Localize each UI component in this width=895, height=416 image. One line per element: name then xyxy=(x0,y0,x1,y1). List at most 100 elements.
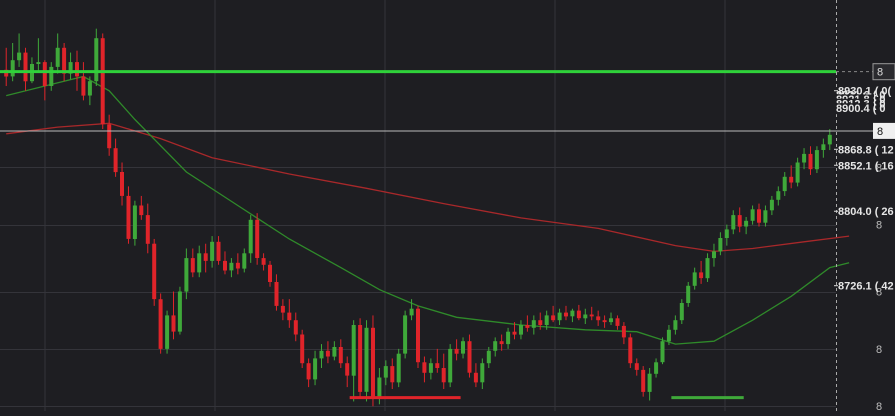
candle-body xyxy=(100,38,105,125)
candle-body xyxy=(94,38,99,82)
candle-body xyxy=(512,331,517,335)
price-label: 8930.1 ( 0( xyxy=(838,86,892,98)
candle-body xyxy=(686,285,691,303)
candle xyxy=(673,315,678,335)
candle-body xyxy=(480,363,485,383)
candle-body xyxy=(499,341,504,345)
candle xyxy=(737,207,742,233)
candle xyxy=(203,243,208,273)
candle xyxy=(107,114,112,156)
candle xyxy=(94,28,99,87)
candle xyxy=(428,358,433,380)
candle xyxy=(132,200,137,246)
candle xyxy=(538,312,543,330)
candle xyxy=(17,33,22,67)
candle-body xyxy=(564,312,568,317)
candle xyxy=(486,346,491,368)
candle-body xyxy=(654,362,659,374)
candle-body xyxy=(769,199,774,211)
candle xyxy=(313,350,318,386)
candle-body xyxy=(184,258,189,292)
candle-body xyxy=(396,353,401,383)
candle xyxy=(435,348,440,373)
candle-body xyxy=(280,305,285,313)
candle xyxy=(306,358,311,388)
price-label: 8726.1 ( 42 xyxy=(838,281,894,293)
candle-body xyxy=(287,312,292,321)
axis-tick-label: 8 xyxy=(876,287,882,299)
candle xyxy=(512,322,517,340)
candle xyxy=(795,157,800,187)
candle xyxy=(338,339,343,368)
candle xyxy=(177,286,182,335)
candle xyxy=(171,291,176,340)
candle-body xyxy=(62,47,67,74)
candle-body xyxy=(467,341,472,373)
candle-body xyxy=(531,320,536,328)
candle xyxy=(268,260,272,287)
candle xyxy=(255,213,260,265)
candle xyxy=(325,341,330,364)
candle xyxy=(190,248,195,278)
candle xyxy=(589,306,594,321)
candle xyxy=(686,281,691,307)
candle-body xyxy=(81,76,86,96)
candles xyxy=(4,28,832,407)
candle xyxy=(712,243,716,267)
crosshair-tag-box xyxy=(873,122,895,139)
candle xyxy=(654,358,659,378)
candle xyxy=(769,195,774,216)
candle-body xyxy=(461,341,465,354)
candle-body xyxy=(621,325,626,338)
candle-body xyxy=(261,258,266,265)
candle xyxy=(814,146,819,174)
candle xyxy=(821,138,826,158)
candle-body xyxy=(364,327,369,392)
candle-body xyxy=(570,310,575,317)
candle xyxy=(422,356,427,383)
candle xyxy=(42,60,47,101)
candle-body xyxy=(197,253,202,273)
candle xyxy=(621,322,626,345)
candle-body xyxy=(268,264,272,282)
candle xyxy=(126,186,131,244)
candle xyxy=(345,356,350,388)
candle-body xyxy=(10,60,15,77)
candle xyxy=(100,33,105,130)
candle-body xyxy=(493,341,498,351)
candle-body xyxy=(679,303,684,321)
candle xyxy=(358,318,363,397)
candle xyxy=(583,308,588,325)
candle xyxy=(235,253,240,275)
candle-body xyxy=(171,315,176,332)
candle xyxy=(757,203,761,227)
candle-body xyxy=(660,341,665,363)
candle xyxy=(557,308,562,325)
candle-body xyxy=(724,229,729,238)
candle xyxy=(641,366,646,397)
candle xyxy=(62,43,67,82)
candle-body xyxy=(473,372,478,383)
candle xyxy=(782,172,787,196)
ma-fast-line xyxy=(6,75,850,345)
candle-body xyxy=(390,366,395,383)
candle-body xyxy=(692,272,697,286)
candle-body xyxy=(441,368,446,383)
candle xyxy=(139,195,144,220)
candle xyxy=(197,245,202,278)
candle-body xyxy=(827,134,832,145)
candle-body xyxy=(190,258,195,273)
candle xyxy=(242,248,247,273)
candle-body xyxy=(36,62,41,64)
candle xyxy=(409,299,414,321)
candle xyxy=(802,148,807,170)
candle-body xyxy=(802,153,807,163)
candle xyxy=(467,334,472,378)
candle-body xyxy=(345,363,350,376)
candle-body xyxy=(68,62,73,74)
candle xyxy=(390,358,395,390)
candle-body xyxy=(705,258,710,279)
candle-body xyxy=(589,314,594,317)
